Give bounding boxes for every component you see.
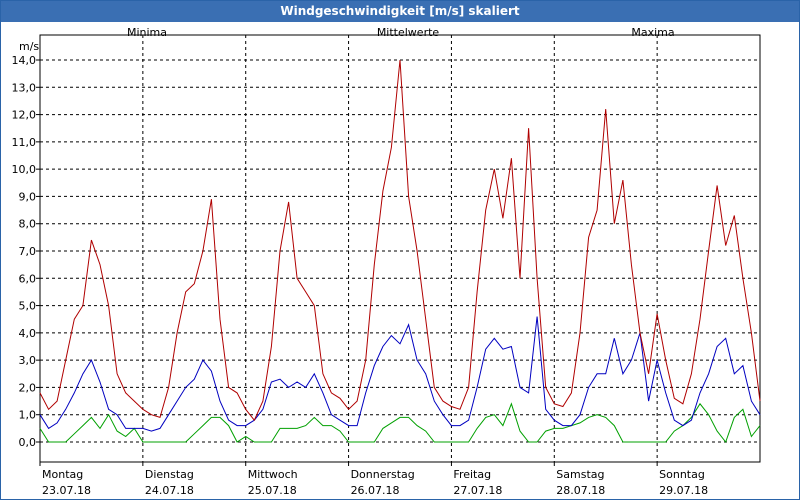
y-tick-label: 0,0 xyxy=(19,436,37,449)
y-tick-label: 13,0 xyxy=(12,81,37,94)
x-day-label: Donnerstag xyxy=(351,468,415,481)
y-tick-label: 12,0 xyxy=(12,109,37,122)
x-date-label: 25.07.18 xyxy=(248,484,297,497)
y-tick-label: 1,0 xyxy=(19,409,37,422)
legend-minima: Minima xyxy=(127,26,167,39)
y-tick-label: 10,0 xyxy=(12,163,37,176)
y-tick-label: 11,0 xyxy=(12,136,37,149)
legend: Minima Mittelwerte Maxima xyxy=(127,26,675,39)
x-date-label: 27.07.18 xyxy=(453,484,502,497)
series-line-minima xyxy=(39,402,761,444)
series-line-mittelwerte xyxy=(39,316,761,432)
y-tick-label: 8,0 xyxy=(19,218,37,231)
x-date-label: 29.07.18 xyxy=(659,484,708,497)
y-axis: m/s 0,0 1,0 2,0 3,0 4,0 5,0 6,0 7,0 8,0 9,0 10,0 11… xyxy=(12,40,40,449)
x-date-label: 28.07.18 xyxy=(556,484,605,497)
x-date-label: 23.07.18 xyxy=(42,484,91,497)
x-day-label: Mittwoch xyxy=(248,468,298,481)
legend-mittelwerte: Mittelwerte xyxy=(377,26,440,39)
y-tick-label: 6,0 xyxy=(19,272,37,285)
series-line-maxima xyxy=(39,59,761,422)
chart-title: Windgeschwindigkeit [m/s] skaliert xyxy=(1,1,799,22)
y-axis-label: m/s xyxy=(19,40,39,53)
x-day-label: Dienstag xyxy=(145,468,194,481)
y-tick-label: 5,0 xyxy=(19,300,37,313)
x-day-label: Freitag xyxy=(453,468,491,481)
legend-maxima: Maxima xyxy=(631,26,674,39)
y-tick-label: 9,0 xyxy=(19,190,37,203)
x-date-label: 24.07.18 xyxy=(145,484,194,497)
grid-lines xyxy=(40,35,760,462)
y-tick-label: 3,0 xyxy=(19,354,37,367)
x-day-label: Sonntag xyxy=(659,468,705,481)
x-axis: Montag 23.07.18 Dienstag 24.07.18 Mittwoch 25… xyxy=(39,462,708,497)
x-date-label: 26.07.18 xyxy=(351,484,400,497)
x-day-label: Samstag xyxy=(556,468,604,481)
series-lines xyxy=(39,59,761,444)
y-tick-label: 14,0 xyxy=(12,54,37,67)
plot-area xyxy=(39,34,761,463)
y-tick-label: 4,0 xyxy=(19,327,37,340)
y-tick-label: 7,0 xyxy=(19,245,37,258)
y-tick-label: 2,0 xyxy=(19,381,37,394)
x-day-label: Montag xyxy=(42,468,83,481)
